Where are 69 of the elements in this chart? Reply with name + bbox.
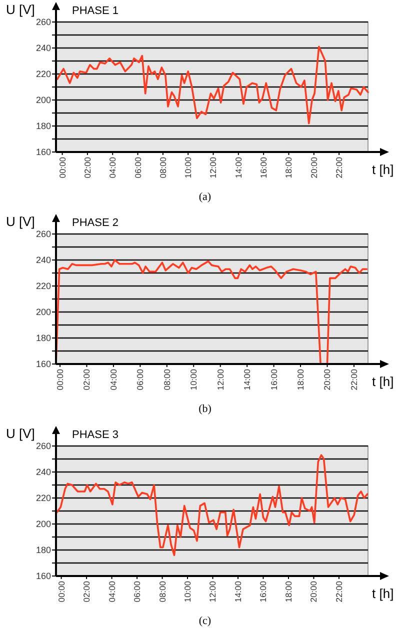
y-tick-label: 200: [36, 95, 51, 106]
chart-title: PHASE 1: [72, 5, 118, 17]
y-tick-label: 180: [36, 333, 51, 344]
x-tick-label: 14:00: [233, 156, 244, 178]
y-tick-label: 260: [36, 17, 51, 28]
x-axis-title: t [h]: [372, 374, 394, 389]
x-tick-label: 16:00: [258, 156, 269, 178]
x-tick-label: 04:00: [108, 368, 118, 390]
x-tick-label: 02:00: [82, 368, 92, 390]
y-tick-label: 260: [36, 441, 51, 452]
y-tick-label: 260: [36, 229, 51, 240]
x-tick-label: 00:00: [57, 156, 68, 178]
x-tick-label: 08:00: [158, 156, 168, 178]
text: (c): [198, 615, 212, 627]
x-tick-label: 20:00: [308, 580, 319, 602]
x-tick-label: 16:00: [268, 368, 279, 390]
y-tick-label: 180: [36, 121, 51, 132]
y-tick-label: 220: [36, 493, 51, 504]
x-tick-label: 10:00: [188, 368, 199, 390]
x-tick-label: 02:00: [82, 156, 92, 178]
y-tick-label: 160: [36, 359, 51, 370]
x-tick-label: 08:00: [157, 580, 168, 602]
x-tick-label: 10:00: [182, 580, 192, 602]
x-tick-label: 18:00: [284, 156, 294, 178]
x-axis-title: t [h]: [372, 162, 394, 177]
line-series: [56, 46, 369, 124]
x-tick-label: 06:00: [132, 580, 142, 602]
x-tick-label: 12:00: [208, 580, 218, 602]
x-tick-label: 14:00: [232, 580, 243, 602]
x-tick-label: 08:00: [162, 368, 172, 390]
x-tick-label: 22:00: [348, 368, 359, 390]
x-tick-label: 00:00: [56, 580, 66, 602]
x-tick-label: 16:00: [258, 580, 268, 602]
x-tick-label: 06:00: [135, 368, 146, 390]
x-tick-label: 06:00: [132, 156, 143, 178]
x-tick-label: 14:00: [242, 368, 252, 390]
y-tick-label: 160: [36, 571, 51, 582]
y-axis-title: U [V]: [6, 2, 35, 17]
y-tick-label: 220: [36, 281, 51, 292]
y-tick-label: 240: [36, 255, 51, 266]
x-tick-label: 20:00: [308, 156, 319, 178]
x-tick-label: 02:00: [82, 580, 92, 602]
text: (b): [198, 403, 212, 415]
x-tick-label: 20:00: [322, 368, 332, 390]
x-tick-label: 22:00: [334, 580, 344, 602]
line-series: [55, 259, 368, 365]
y-tick-label: 240: [36, 43, 51, 54]
y-tick-label: 220: [36, 69, 51, 80]
y-tick-label: 160: [36, 147, 51, 158]
x-tick-label: 12:00: [215, 368, 226, 390]
x-tick-label: 18:00: [295, 368, 306, 390]
line-series: [56, 454, 368, 556]
x-tick-label: 04:00: [106, 580, 117, 602]
y-axis-title: U [V]: [6, 214, 35, 229]
y-tick-label: 180: [36, 545, 51, 556]
x-tick-label: 04:00: [108, 156, 118, 178]
x-tick-label: 18:00: [283, 580, 294, 602]
y-tick-label: 200: [36, 307, 51, 318]
y-tick-label: 200: [36, 519, 51, 530]
x-tick-label: 00:00: [54, 368, 65, 390]
text: (a): [198, 191, 212, 203]
chart-title: PHASE 2: [72, 217, 118, 229]
y-axis-title: U [V]: [6, 426, 35, 441]
y-tick-label: 240: [36, 467, 51, 478]
x-tick-label: 12:00: [208, 156, 218, 178]
x-axis-title: t [h]: [372, 586, 394, 601]
chart-title: PHASE 3: [72, 429, 118, 441]
x-tick-label: 10:00: [183, 156, 194, 178]
x-tick-label: 22:00: [334, 156, 344, 178]
